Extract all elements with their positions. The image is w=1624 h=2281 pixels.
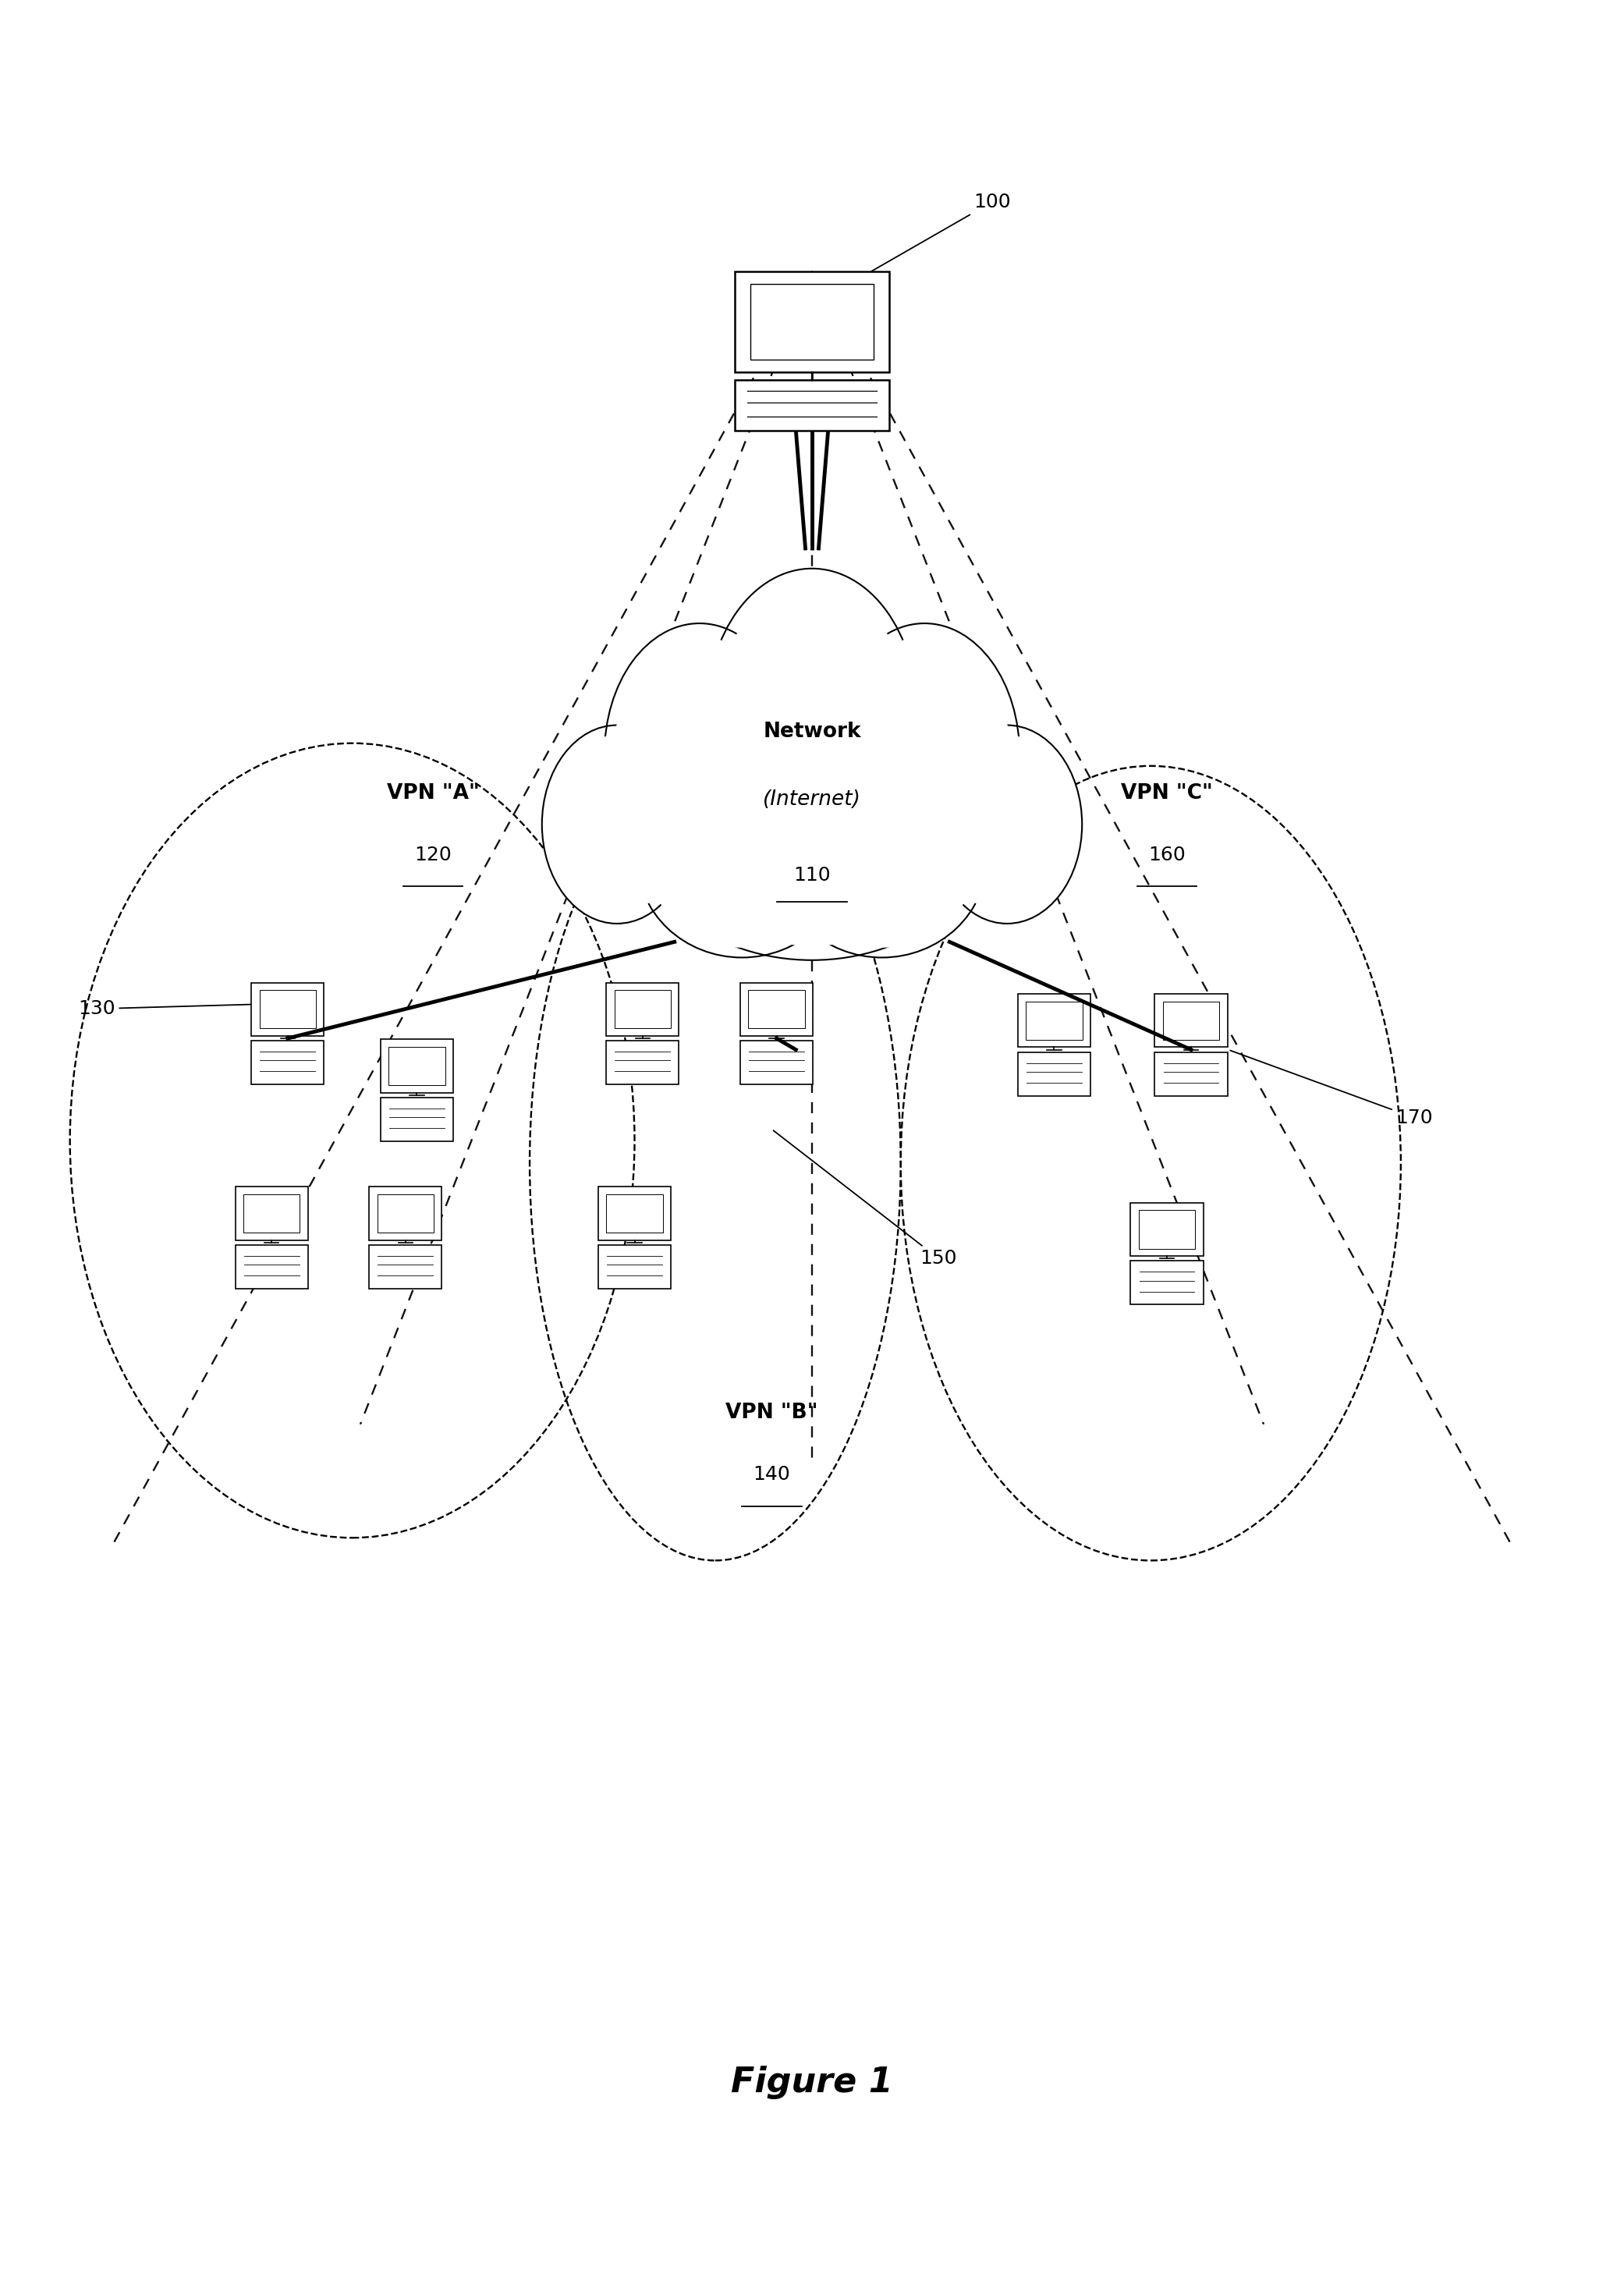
FancyBboxPatch shape bbox=[749, 990, 806, 1029]
FancyBboxPatch shape bbox=[252, 1040, 325, 1083]
FancyBboxPatch shape bbox=[741, 1040, 812, 1083]
FancyBboxPatch shape bbox=[1155, 995, 1228, 1047]
Ellipse shape bbox=[788, 769, 976, 947]
Ellipse shape bbox=[840, 636, 1010, 871]
FancyBboxPatch shape bbox=[741, 983, 812, 1036]
Text: 140: 140 bbox=[754, 1464, 791, 1485]
FancyBboxPatch shape bbox=[380, 1040, 453, 1093]
Text: Figure 1: Figure 1 bbox=[731, 2067, 893, 2099]
FancyBboxPatch shape bbox=[252, 983, 325, 1036]
FancyBboxPatch shape bbox=[260, 990, 317, 1029]
Ellipse shape bbox=[706, 568, 918, 855]
Text: (Internet): (Internet) bbox=[763, 789, 861, 810]
Text: 170: 170 bbox=[1231, 1052, 1432, 1127]
FancyBboxPatch shape bbox=[388, 1047, 445, 1086]
Text: Network: Network bbox=[763, 721, 861, 741]
FancyBboxPatch shape bbox=[606, 1040, 679, 1083]
FancyBboxPatch shape bbox=[1130, 1261, 1203, 1305]
FancyBboxPatch shape bbox=[235, 1245, 309, 1289]
FancyBboxPatch shape bbox=[369, 1245, 442, 1289]
Ellipse shape bbox=[718, 584, 906, 842]
FancyBboxPatch shape bbox=[598, 1186, 671, 1241]
Ellipse shape bbox=[632, 673, 992, 960]
Text: VPN "C": VPN "C" bbox=[1121, 782, 1213, 803]
Ellipse shape bbox=[549, 734, 684, 915]
Ellipse shape bbox=[650, 687, 974, 947]
Ellipse shape bbox=[776, 760, 987, 958]
Ellipse shape bbox=[940, 734, 1075, 915]
FancyBboxPatch shape bbox=[614, 990, 671, 1029]
FancyBboxPatch shape bbox=[606, 1195, 663, 1232]
FancyBboxPatch shape bbox=[1155, 1052, 1228, 1095]
FancyBboxPatch shape bbox=[380, 1097, 453, 1140]
Text: 150: 150 bbox=[773, 1131, 957, 1268]
Ellipse shape bbox=[932, 725, 1082, 924]
FancyBboxPatch shape bbox=[1018, 995, 1090, 1047]
Ellipse shape bbox=[830, 623, 1020, 885]
Text: VPN "A": VPN "A" bbox=[387, 782, 479, 803]
FancyBboxPatch shape bbox=[244, 1195, 300, 1232]
Text: 100: 100 bbox=[846, 194, 1010, 285]
Ellipse shape bbox=[542, 725, 692, 924]
FancyBboxPatch shape bbox=[377, 1195, 434, 1232]
FancyBboxPatch shape bbox=[598, 1245, 671, 1289]
FancyBboxPatch shape bbox=[235, 1186, 309, 1241]
Text: 130: 130 bbox=[78, 999, 253, 1017]
FancyBboxPatch shape bbox=[369, 1186, 442, 1241]
Ellipse shape bbox=[604, 623, 794, 885]
FancyBboxPatch shape bbox=[606, 983, 679, 1036]
Text: VPN "B": VPN "B" bbox=[726, 1403, 818, 1423]
Ellipse shape bbox=[614, 636, 784, 871]
FancyBboxPatch shape bbox=[734, 381, 890, 431]
Ellipse shape bbox=[648, 769, 836, 947]
Text: 120: 120 bbox=[414, 846, 451, 864]
FancyBboxPatch shape bbox=[1138, 1211, 1195, 1248]
Ellipse shape bbox=[637, 760, 848, 958]
Text: 160: 160 bbox=[1148, 846, 1186, 864]
FancyBboxPatch shape bbox=[1018, 1052, 1090, 1095]
FancyBboxPatch shape bbox=[1130, 1202, 1203, 1257]
FancyBboxPatch shape bbox=[1163, 1001, 1220, 1040]
FancyBboxPatch shape bbox=[734, 271, 890, 372]
Text: 110: 110 bbox=[794, 864, 830, 885]
FancyBboxPatch shape bbox=[750, 283, 874, 360]
FancyBboxPatch shape bbox=[1026, 1001, 1082, 1040]
